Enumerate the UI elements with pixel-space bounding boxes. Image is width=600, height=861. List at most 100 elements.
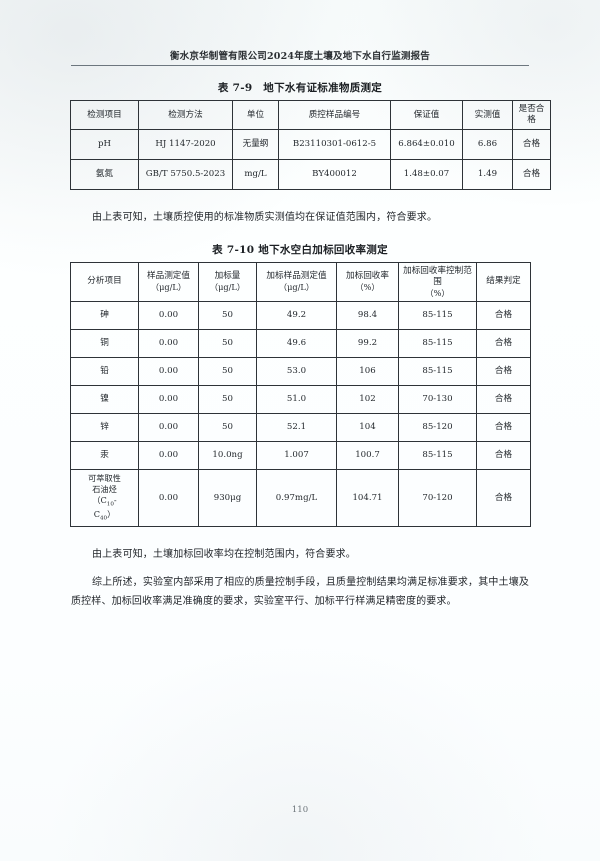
- cell-result: 合格: [512, 129, 551, 160]
- col-header-sample-value-unit: （μg/L）: [150, 282, 187, 292]
- cell-result-judgement: 合格: [476, 441, 531, 470]
- cell-control-range: 85-115: [398, 301, 477, 330]
- table-row: 氨氮 GB/T 5750.5-2023 mg/L BY400012 1.48±0…: [70, 159, 551, 190]
- cell-analysis-item: 镍: [70, 385, 139, 414]
- cell-recovery: 100.7: [336, 441, 399, 470]
- cell-spike-amount: 50: [198, 385, 257, 414]
- cell-spike-amount: 10.0ng: [198, 441, 257, 470]
- table-row: 锌 0.00 50 52.1 104 85-120 合格: [70, 413, 531, 442]
- cell-control-range: 85-115: [398, 441, 477, 470]
- cell-spike-amount: 930μg: [198, 468, 257, 528]
- table-7-10: 分析项目 样品测定值 （μg/L） 加标量 （μg/L） 加标样品测定值 （μg…: [70, 261, 531, 528]
- cell-recovery: 106: [336, 357, 399, 386]
- cell-item: 氨氮: [70, 159, 139, 190]
- cell-measured: 6.86: [462, 129, 513, 160]
- col-header-item: 检测项目: [70, 100, 139, 130]
- col-header-recovery: 加标回收率 （%）: [336, 261, 399, 302]
- cell-control-range: 85-120: [398, 413, 477, 442]
- cell-recovery: 104.71: [336, 468, 399, 528]
- cell-spiked-value: 53.0: [256, 357, 337, 386]
- paragraph-overall-conclusion: 综上所述，实验室内部采用了相应的质量控制手段，且质量控制结果均满足标准要求，其中…: [71, 576, 529, 608]
- cell-analysis-item: 砷: [70, 301, 139, 330]
- cell-sample-id: BY400012: [278, 159, 391, 190]
- cell-spiked-value: 51.0: [256, 385, 337, 414]
- col-header-control-range-unit: （%）: [425, 287, 450, 298]
- cell-analysis-item: 可萃取性 石油烃 （C10- C40）: [70, 468, 139, 528]
- cell-control-range: 85-115: [398, 329, 477, 358]
- cell-analysis-item: 铅: [70, 357, 139, 386]
- cell-result-judgement: 合格: [476, 329, 531, 358]
- cell-result-judgement: 合格: [476, 413, 531, 442]
- table-7-10-body: 砷 0.00 50 49.2 98.4 85-115 合格铜 0.00 50 49.6 99.2 85…: [70, 301, 531, 528]
- cell-analysis-item: 铜: [70, 329, 139, 358]
- col-header-method: 检测方法: [138, 100, 233, 130]
- cell-recovery: 98.4: [336, 301, 399, 330]
- col-header-recovery-unit: （%）: [355, 282, 380, 292]
- col-header-control-range-label: 加标回收率控制范围: [403, 265, 472, 287]
- paragraph-spike-recovery-conclusion: 由上表可知，土壤加标回收率均在控制范围内，符合要求。: [92, 549, 356, 561]
- cell-control-range: 70-120: [398, 468, 477, 528]
- col-header-control-range: 加标回收率控制范围 （%）: [398, 261, 477, 302]
- cell-unit: 无量纲: [232, 129, 279, 160]
- cell-result: 合格: [512, 159, 551, 190]
- cell-measured: 1.49: [462, 159, 513, 190]
- running-header-title: 衡水京华制管有限公司2024年度土壤及地下水自行监测报告: [169, 51, 431, 62]
- cell-guaranteed: 6.864±0.010: [390, 129, 463, 160]
- table-7-9: 检测项目 检测方法 单位 质控样品编号 保证值 实测值 是否合格 pH HJ 1…: [70, 100, 551, 190]
- table-row: 可萃取性 石油烃 （C10- C40） 0.00 930μg 0.97mg/L 104.71 7…: [70, 468, 531, 528]
- col-header-guaranteed: 保证值: [390, 100, 463, 130]
- col-header-spike-amount-unit: （μg/L）: [209, 282, 246, 292]
- cell-sample-value: 0.00: [138, 413, 199, 442]
- paragraph-quality-control-conclusion: 由上表可知，土壤质控使用的标准物质实测值均在保证值范围内，符合要求。: [92, 212, 438, 223]
- table-7-10-title: 表 7-10 地下水空白加标回收率测定: [212, 243, 388, 256]
- col-header-spike-amount: 加标量 （μg/L）: [198, 261, 257, 302]
- cell-spiked-value: 49.2: [256, 301, 337, 330]
- cell-sample-value: 0.00: [138, 468, 199, 528]
- col-header-recovery-label: 加标回收率: [346, 271, 389, 281]
- cell-control-range: 70-130: [398, 385, 477, 414]
- col-header-unit: 单位: [232, 100, 279, 130]
- cell-analysis-item: 汞: [70, 441, 139, 470]
- cell-sample-value: 0.00: [138, 385, 199, 414]
- table-7-9-block: 表 7-9 地下水有证标准物质测定 检测项目 检测方法 单位: [70, 80, 551, 190]
- cell-sample-value: 0.00: [138, 357, 199, 386]
- col-header-analysis-item: 分析项目: [70, 261, 139, 302]
- table-7-9-title: 表 7-9 地下水有证标准物质测定: [217, 82, 383, 94]
- cell-method: HJ 1147-2020: [138, 129, 233, 160]
- cell-result-judgement: 合格: [476, 468, 531, 528]
- cell-spike-amount: 50: [198, 329, 257, 358]
- table-header-row: 分析项目 样品测定值 （μg/L） 加标量 （μg/L） 加标样品测定值 （μg…: [70, 261, 531, 302]
- cell-spiked-value: 1.007: [256, 441, 337, 470]
- cell-spike-amount: 50: [198, 413, 257, 442]
- col-header-sample-value-label: 样品测定值: [147, 271, 190, 281]
- cell-spike-amount: 50: [198, 301, 257, 330]
- col-header-spiked-value: 加标样品测定值 （μg/L）: [256, 261, 337, 302]
- cell-spiked-value: 49.6: [256, 329, 337, 358]
- table-row: 铅 0.00 50 53.0 106 85-115 合格: [70, 357, 531, 386]
- table-row: pH HJ 1147-2020 无量纲 B23110301-0612-5 6.8…: [70, 129, 551, 160]
- cell-spiked-value: 0.97mg/L: [256, 468, 337, 528]
- col-header-result-judgement: 结果判定: [476, 261, 531, 302]
- cell-sample-value: 0.00: [138, 329, 199, 358]
- cell-method: GB/T 5750.5-2023: [138, 159, 233, 190]
- page-number: 110: [291, 805, 309, 815]
- table-row: 砷 0.00 50 49.2 98.4 85-115 合格: [70, 301, 531, 330]
- cell-result-judgement: 合格: [476, 357, 531, 386]
- cell-recovery: 99.2: [336, 329, 399, 358]
- col-header-sample-id: 质控样品编号: [278, 100, 391, 130]
- cell-spike-amount: 50: [198, 357, 257, 386]
- table-row: 汞 0.00 10.0ng 1.007 100.7 85-115 合格: [70, 441, 531, 470]
- table-header-row: 检测项目 检测方法 单位 质控样品编号 保证值 实测值 是否合格: [70, 100, 551, 130]
- col-header-result: 是否合格: [512, 100, 551, 130]
- cell-sample-value: 0.00: [138, 301, 199, 330]
- cell-spiked-value: 52.1: [256, 413, 337, 442]
- col-header-spiked-value-unit: （μg/L）: [278, 282, 315, 292]
- table-7-10-block: 表 7-10 地下水空白加标回收率测定 分析项目 样品测定值: [70, 242, 531, 528]
- col-header-spiked-value-label: 加标样品测定值: [266, 271, 327, 281]
- col-header-measured: 实测值: [462, 100, 513, 130]
- running-header: 衡水京华制管有限公司2024年度土壤及地下水自行监测报告: [71, 0, 529, 66]
- cell-guaranteed: 1.48±0.07: [390, 159, 463, 190]
- cell-unit: mg/L: [232, 159, 279, 190]
- header-rule: [71, 65, 529, 66]
